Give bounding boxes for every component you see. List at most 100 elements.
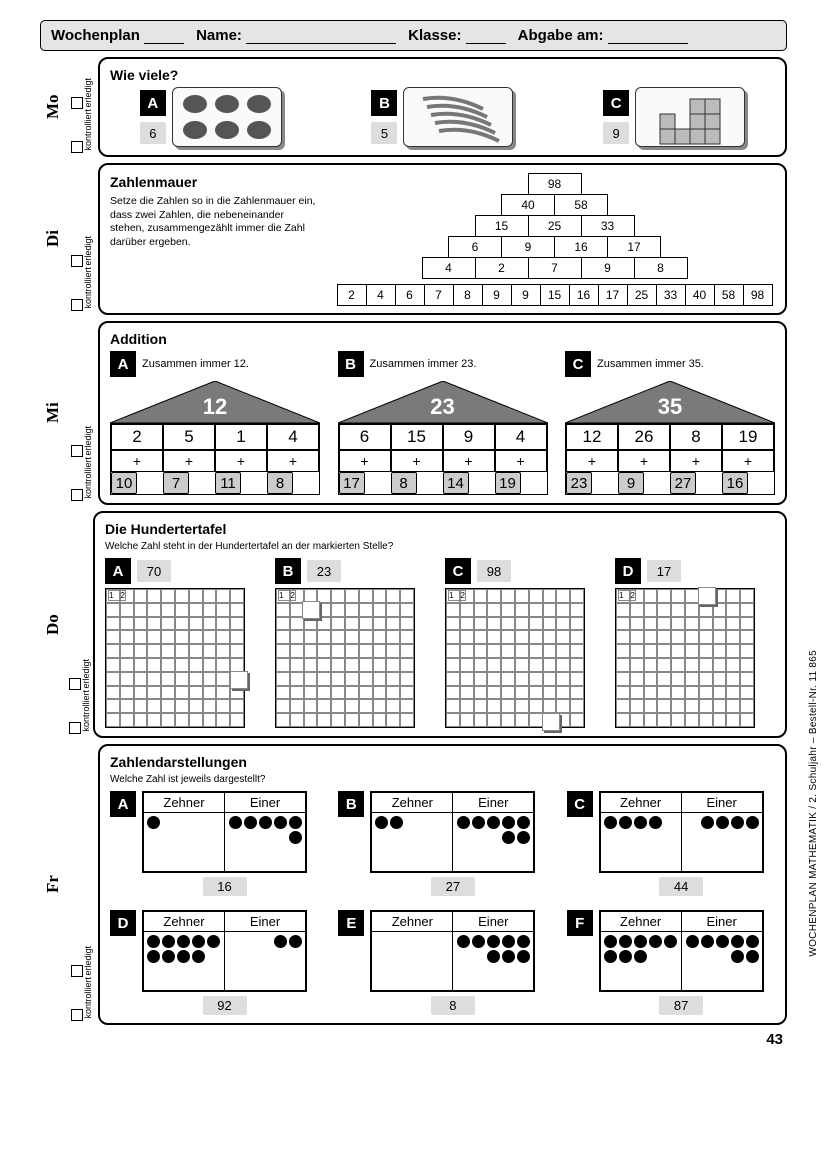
pyramid-cell[interactable]: 9 bbox=[501, 236, 555, 258]
pyramid-cell[interactable]: 4 bbox=[422, 257, 476, 279]
plus-sign: + bbox=[618, 450, 670, 472]
answer-box[interactable]: 5 bbox=[371, 122, 397, 144]
einer-dots bbox=[682, 932, 762, 990]
checkbox-erledigt[interactable] bbox=[71, 965, 83, 977]
count-picture-screws bbox=[403, 87, 513, 147]
house-answer[interactable]: 9 bbox=[618, 472, 644, 494]
mi-title: Addition bbox=[110, 331, 775, 347]
tens-ones-item: B ZehnerEiner 27 bbox=[338, 791, 546, 896]
pool-cell: 15 bbox=[540, 284, 570, 306]
plus-sign: + bbox=[391, 450, 443, 472]
label-einer: Einer bbox=[682, 793, 762, 813]
pool-cell: 16 bbox=[569, 284, 599, 306]
pyramid-cell[interactable]: 2 bbox=[475, 257, 529, 279]
pyramid-cell[interactable]: 9 bbox=[581, 257, 635, 279]
plus-sign: + bbox=[495, 450, 547, 472]
panel-mi: Addition AZusammen immer 12. 12 2514 +++… bbox=[98, 321, 787, 505]
house-label: Zusammen immer 12. bbox=[142, 358, 249, 370]
pool-cell: 4 bbox=[366, 284, 396, 306]
pyramid-cell[interactable]: 6 bbox=[448, 236, 502, 258]
answer-box[interactable]: 8 bbox=[431, 996, 475, 1015]
panel-do: Die Hundertertafel Welche Zahl steht in … bbox=[93, 511, 787, 738]
house-top: 15 bbox=[391, 424, 443, 450]
checkbox-kontrolliert[interactable] bbox=[71, 141, 83, 153]
zehner-dots bbox=[372, 932, 453, 990]
house-top: 26 bbox=[618, 424, 670, 450]
house-answer[interactable]: 17 bbox=[339, 472, 365, 494]
hundred-item: A70 12 bbox=[105, 558, 265, 728]
pyramid-cell[interactable]: 7 bbox=[528, 257, 582, 279]
badge: A bbox=[140, 90, 166, 116]
answer-box[interactable]: 70 bbox=[137, 560, 171, 582]
einer-dots bbox=[453, 932, 533, 990]
einer-dots bbox=[682, 813, 762, 871]
answer-box[interactable]: 6 bbox=[140, 122, 166, 144]
checks-mi: erledigt kontrolliert bbox=[66, 321, 98, 505]
badge: E bbox=[338, 910, 364, 936]
checkbox-kontrolliert[interactable] bbox=[71, 1009, 83, 1021]
pyramid-cell[interactable]: 40 bbox=[501, 194, 555, 216]
answer-box[interactable]: 44 bbox=[659, 877, 703, 896]
checkbox-kontrolliert[interactable] bbox=[71, 299, 83, 311]
pool-cell: 40 bbox=[685, 284, 715, 306]
pool-cell: 9 bbox=[482, 284, 512, 306]
badge: F bbox=[567, 910, 593, 936]
pyramid-cell[interactable]: 25 bbox=[528, 215, 582, 237]
checkbox-erledigt[interactable] bbox=[71, 97, 83, 109]
house-answer[interactable]: 8 bbox=[267, 472, 293, 494]
plus-sign: + bbox=[443, 450, 495, 472]
count-picture-cubes bbox=[635, 87, 745, 147]
addition-house: AZusammen immer 12. 12 2514 ++++ 107118 bbox=[110, 351, 320, 495]
roof: 23 bbox=[338, 381, 548, 423]
answer-box[interactable]: 17 bbox=[647, 560, 681, 582]
hundred-item: C98 12 bbox=[445, 558, 605, 728]
house-answer[interactable]: 16 bbox=[722, 472, 748, 494]
plus-sign: + bbox=[267, 450, 319, 472]
answer-box[interactable]: 16 bbox=[203, 877, 247, 896]
pyramid-cell[interactable]: 98 bbox=[528, 173, 582, 195]
answer-box[interactable]: 23 bbox=[307, 560, 341, 582]
pyramid-cell[interactable]: 58 bbox=[554, 194, 608, 216]
house-answer[interactable]: 10 bbox=[111, 472, 137, 494]
pyramid-cell[interactable]: 17 bbox=[607, 236, 661, 258]
pyramid-cell[interactable]: 33 bbox=[581, 215, 635, 237]
house-answer[interactable]: 8 bbox=[391, 472, 417, 494]
day-mo: Mo bbox=[40, 57, 66, 157]
plus-sign: + bbox=[722, 450, 774, 472]
tens-ones-item: C ZehnerEiner 44 bbox=[567, 791, 775, 896]
pyramid-cell[interactable]: 16 bbox=[554, 236, 608, 258]
checkbox-kontrolliert[interactable] bbox=[71, 489, 83, 501]
house-answer[interactable]: 7 bbox=[163, 472, 189, 494]
mo-item: C 9 bbox=[603, 87, 745, 147]
house-answer[interactable]: 27 bbox=[670, 472, 696, 494]
hundred-grid: 12 bbox=[275, 588, 415, 728]
hundred-item: B23 12 bbox=[275, 558, 435, 728]
answer-box[interactable]: 87 bbox=[659, 996, 703, 1015]
answer-box[interactable]: 9 bbox=[603, 122, 629, 144]
answer-box[interactable]: 92 bbox=[203, 996, 247, 1015]
label-einer: Einer bbox=[225, 912, 305, 932]
zehner-dots bbox=[372, 813, 453, 871]
checkbox-kontrolliert[interactable] bbox=[69, 722, 81, 734]
tens-ones-item: E ZehnerEiner 8 bbox=[338, 910, 546, 1015]
label-zehner: Zehner bbox=[144, 793, 225, 813]
tens-ones-item: D ZehnerEiner 92 bbox=[110, 910, 318, 1015]
answer-box[interactable]: 98 bbox=[477, 560, 511, 582]
house-answer[interactable]: 11 bbox=[215, 472, 241, 494]
pyramid-cell[interactable]: 8 bbox=[634, 257, 688, 279]
pool-cell: 58 bbox=[714, 284, 744, 306]
pyramid-cell[interactable]: 15 bbox=[475, 215, 529, 237]
roof: 12 bbox=[110, 381, 320, 423]
checkbox-erledigt[interactable] bbox=[69, 678, 81, 690]
house-answer[interactable]: 23 bbox=[566, 472, 592, 494]
checkbox-erledigt[interactable] bbox=[71, 445, 83, 457]
label-einer: Einer bbox=[682, 912, 762, 932]
house-answer[interactable]: 19 bbox=[495, 472, 521, 494]
label-einer: Einer bbox=[225, 793, 305, 813]
badge: A bbox=[105, 558, 131, 584]
do-title: Die Hundertertafel bbox=[105, 521, 775, 537]
checkbox-erledigt[interactable] bbox=[71, 255, 83, 267]
badge: C bbox=[445, 558, 471, 584]
house-answer[interactable]: 14 bbox=[443, 472, 469, 494]
answer-box[interactable]: 27 bbox=[431, 877, 475, 896]
